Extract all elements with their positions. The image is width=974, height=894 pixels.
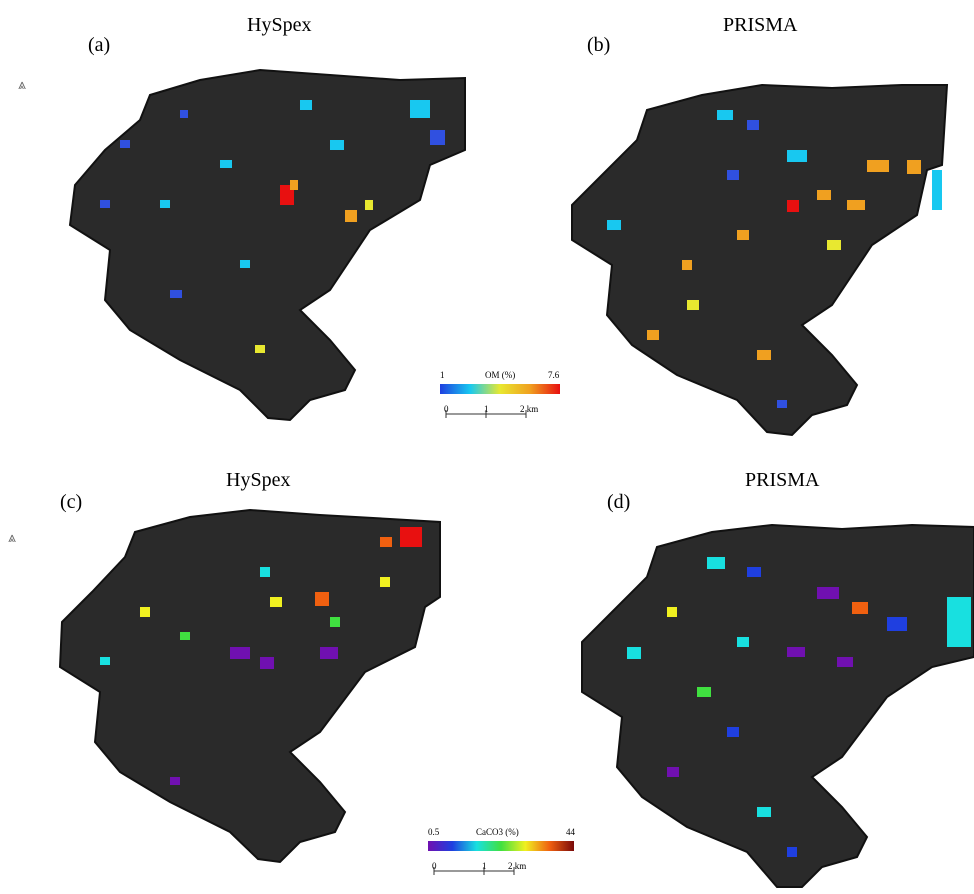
panel-title: HySpex <box>226 469 291 491</box>
legend-max: 7.6 <box>548 370 560 380</box>
map-caco3-hyspex <box>58 508 441 864</box>
legend-min: 0.5 <box>428 827 440 837</box>
scale-tick-1: 1 <box>482 861 487 871</box>
legend-title: CaCO3 (%) <box>476 827 519 837</box>
map-patches <box>607 110 942 408</box>
scale-bar <box>433 867 515 875</box>
legend-title: OM (%) <box>485 370 516 380</box>
scale-bar <box>445 410 527 418</box>
panel-label: (a) <box>88 34 111 56</box>
panel-b: (b) PRISMA <box>487 0 974 447</box>
panel-d: (d) PRISMA <box>487 447 974 894</box>
scale-tick-0: 0 <box>432 861 437 871</box>
north-arrow-icon: ⩓ <box>18 78 26 93</box>
scale-tick-2: 2 km <box>520 404 539 414</box>
map-patches <box>100 100 445 353</box>
panel-c: (c) HySpex ⩓ 0.5 CaCO3 (%) 44 0 1 2 km <box>0 447 575 894</box>
north-arrow-icon: ⩓ <box>8 531 16 546</box>
panel-a: (a) HySpex ⩓ 1 OM (%) 7.6 0 1 2 km <box>0 0 560 447</box>
panel-label: (b) <box>587 34 611 56</box>
map-om-prisma <box>571 83 949 437</box>
legend-min: 1 <box>440 370 445 380</box>
map-caco3-prisma <box>581 523 974 888</box>
panel-label: (d) <box>607 491 631 513</box>
panel-label: (c) <box>60 491 83 513</box>
legend-colorbar <box>428 841 574 851</box>
panel-title: PRISMA <box>723 14 798 36</box>
scale-tick-1: 1 <box>484 404 489 414</box>
legend-colorbar <box>440 384 560 394</box>
map-om-hyspex <box>68 68 466 422</box>
map-patches <box>100 527 422 785</box>
legend-om: 1 OM (%) 7.6 0 1 2 km <box>440 370 580 418</box>
scale-tick-2: 2 km <box>508 861 527 871</box>
legend-caco3: 0.5 CaCO3 (%) 44 0 1 2 km <box>428 827 575 875</box>
scale-tick-0: 0 <box>444 404 449 414</box>
map-patches <box>627 557 971 857</box>
legend-max: 44 <box>566 827 575 837</box>
panel-title: HySpex <box>247 14 312 36</box>
panel-title: PRISMA <box>745 469 820 491</box>
